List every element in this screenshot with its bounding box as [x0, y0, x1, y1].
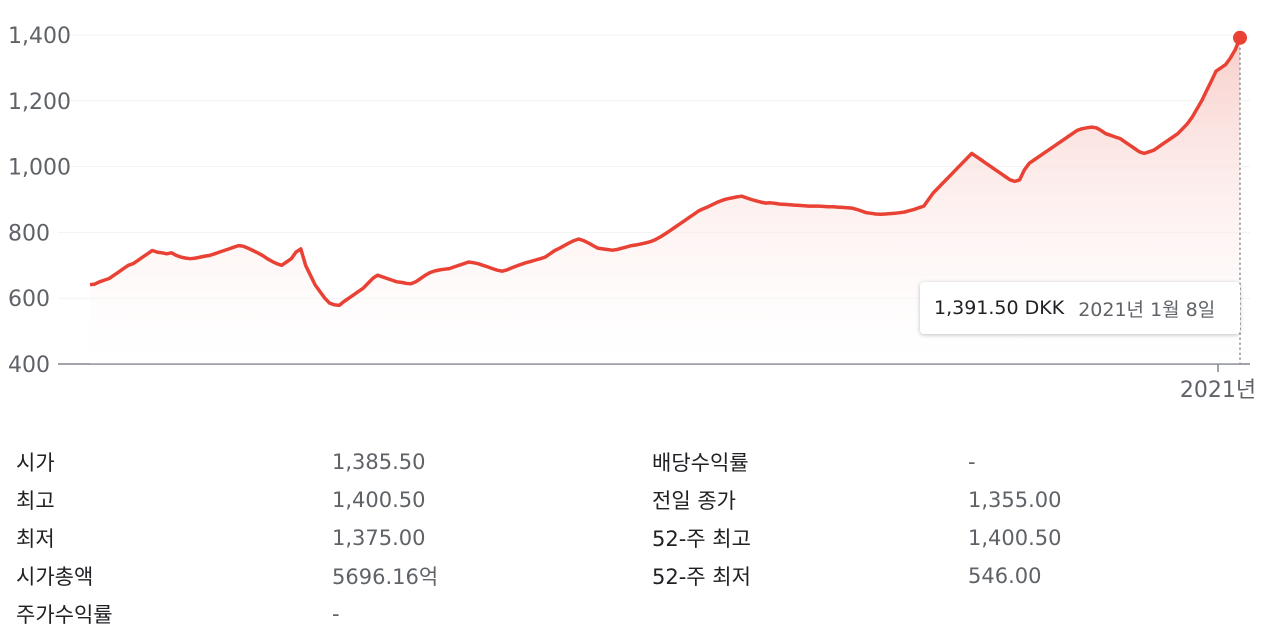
tooltip-date: 2021년 1월 8일 — [1078, 298, 1216, 321]
stat-label: 주가수익률 — [16, 603, 113, 627]
stat-value: 5696.16억 — [332, 565, 439, 589]
stat-label: 최저 — [16, 527, 55, 551]
y-tick-label: 400 — [8, 353, 50, 378]
y-tick-label: 800 — [8, 221, 50, 246]
stat-label: 전일 종가 — [652, 489, 736, 513]
stat-value: 546.00 — [968, 564, 1042, 588]
stat-value: 1,375.00 — [332, 526, 426, 550]
stat-value: 1,385.50 — [332, 450, 426, 474]
price-tooltip: 1,391.50 DKK 2021년 1월 8일 — [920, 282, 1240, 334]
stat-label: 최고 — [16, 489, 55, 513]
stat-value: 1,400.50 — [332, 488, 426, 512]
stat-value: - — [332, 602, 340, 626]
highlight-point[interactable] — [1233, 30, 1247, 45]
stat-label: 52-주 최저 — [652, 565, 751, 589]
stat-value: 1,400.50 — [968, 526, 1062, 550]
y-tick-label: 1,400 — [8, 24, 71, 49]
y-tick-label: 1,200 — [8, 90, 71, 115]
y-tick-label: 600 — [8, 287, 50, 312]
stat-value: 1,355.00 — [968, 488, 1062, 512]
x-tick-label: 2021년 — [1180, 378, 1256, 403]
stat-label: 배당수익률 — [652, 451, 749, 475]
stat-label: 시가 — [16, 451, 55, 475]
price-chart: 1,400 1,200 1,000 800 600 400 2021년 — [8, 24, 1256, 403]
stat-value: - — [968, 450, 976, 474]
stat-label: 52-주 최고 — [652, 527, 751, 551]
y-tick-label: 1,000 — [8, 156, 71, 181]
stat-label: 시가총액 — [16, 565, 94, 589]
y-axis-ticks: 1,400 1,200 1,000 800 600 400 — [8, 24, 71, 378]
price-line — [89, 37, 1242, 308]
tooltip-price: 1,391.50 DKK — [934, 297, 1065, 319]
